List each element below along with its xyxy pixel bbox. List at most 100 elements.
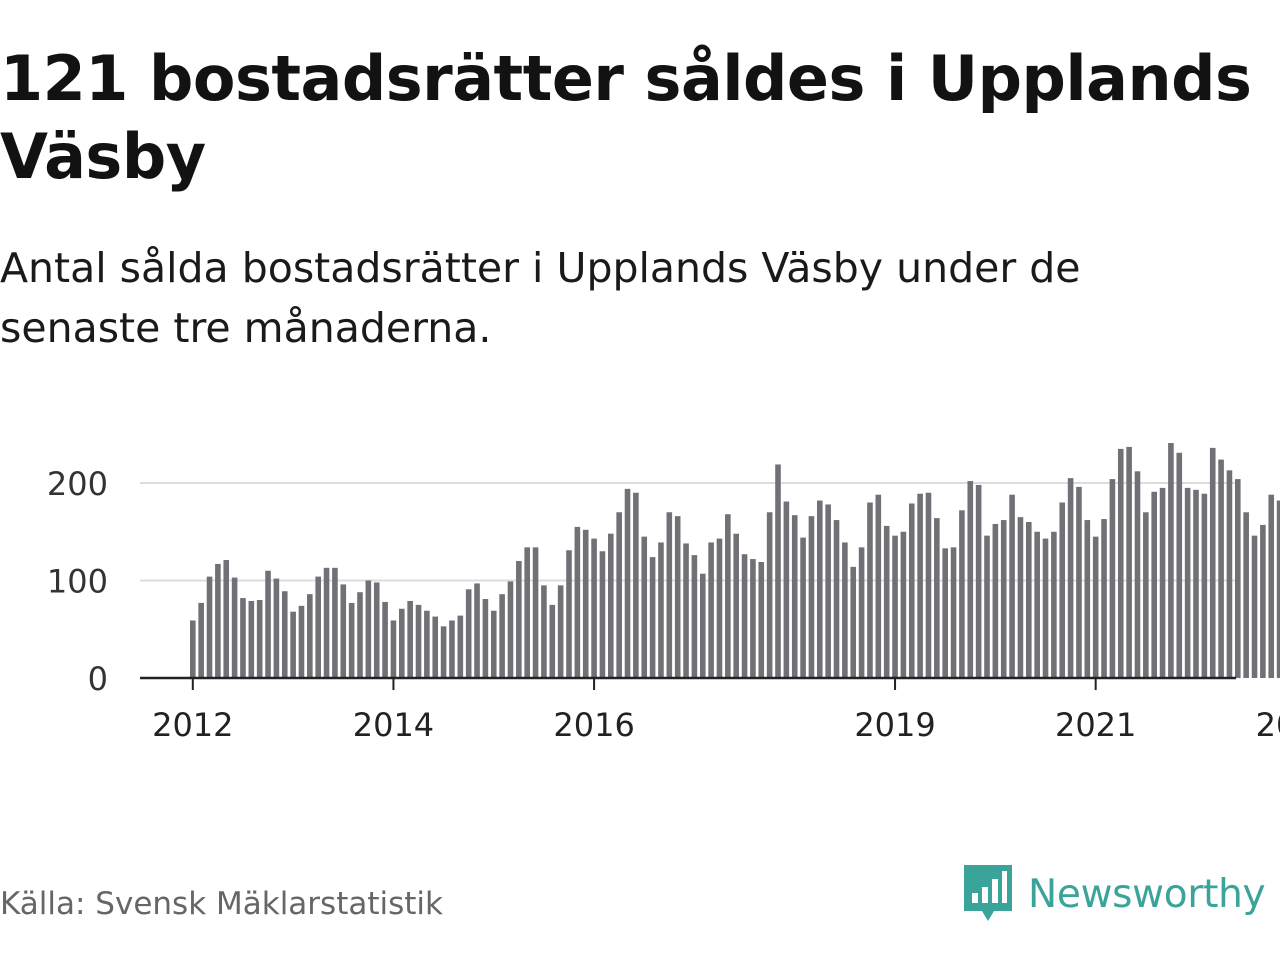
- bar: [683, 543, 689, 678]
- bar: [641, 536, 648, 679]
- bar: [975, 484, 982, 678]
- bar: [833, 520, 840, 678]
- bar: [332, 567, 338, 678]
- bar: [1051, 531, 1057, 678]
- bar: [307, 594, 313, 678]
- bar: [215, 563, 221, 679]
- bar: [925, 492, 932, 678]
- bar: [449, 620, 455, 678]
- bar: [357, 592, 363, 678]
- x-tick-label: 2019: [854, 706, 935, 744]
- bar: [524, 547, 530, 678]
- bar: [507, 581, 514, 678]
- bar: [708, 542, 714, 678]
- bar: [967, 481, 974, 678]
- bar: [808, 516, 815, 678]
- bar: [942, 548, 948, 678]
- bar: [1218, 459, 1224, 678]
- bar: [382, 601, 388, 678]
- bar: [1143, 512, 1149, 678]
- chart-subtitle: Antal sålda bostadsrätter i Upplands Väs…: [0, 244, 1081, 352]
- bar: [482, 599, 489, 678]
- bar: [365, 580, 372, 678]
- x-tick-label: 2014: [353, 706, 434, 744]
- bar: [1126, 446, 1132, 678]
- bar: [674, 516, 681, 678]
- bar: [1176, 452, 1183, 678]
- bar: [766, 512, 773, 678]
- bar: [273, 578, 280, 678]
- bar: [231, 577, 238, 678]
- bar: [1034, 531, 1040, 678]
- bar: [908, 503, 915, 678]
- bar: [532, 547, 539, 678]
- bar: [608, 533, 614, 678]
- source-note: Källa: Svensk Mäklarstatistik: [0, 886, 443, 922]
- bar: [315, 576, 321, 678]
- bar: [950, 547, 957, 678]
- bar: [1226, 470, 1233, 678]
- bar: [984, 535, 990, 678]
- bar: [490, 610, 497, 678]
- y-tick-label: 0: [88, 660, 108, 698]
- bar: [1026, 522, 1032, 678]
- bar: [775, 464, 781, 678]
- bar: [407, 600, 413, 678]
- bar: [858, 547, 865, 678]
- bar: [465, 589, 472, 678]
- bar: [1184, 487, 1191, 679]
- bar: [190, 620, 196, 678]
- bar: [1000, 520, 1007, 678]
- x-tick-label: 2012: [152, 706, 233, 744]
- bar: [649, 557, 656, 678]
- bar: [499, 594, 505, 678]
- bar: [373, 582, 380, 678]
- bar: [1268, 494, 1275, 678]
- bar: [474, 583, 480, 679]
- bar: [265, 570, 271, 678]
- bar: [733, 533, 739, 678]
- bar: [875, 494, 882, 678]
- bar: [1201, 493, 1208, 678]
- bar: [934, 518, 940, 678]
- bar: [699, 573, 706, 679]
- chart-title: 121 bostadsrätter såldes i Upplands Väsb…: [0, 42, 1252, 193]
- bar: [348, 602, 355, 679]
- bar: [281, 591, 288, 678]
- bar: [290, 611, 296, 678]
- bar: [516, 561, 522, 678]
- bar: [432, 616, 439, 678]
- bar: [791, 515, 798, 678]
- bar: [1168, 443, 1174, 678]
- bar: [248, 600, 255, 678]
- bar: [240, 598, 246, 678]
- bar: [783, 501, 790, 678]
- bar: [591, 538, 597, 678]
- bar: [440, 626, 447, 678]
- bar: [1009, 494, 1015, 678]
- bar: [1017, 517, 1024, 679]
- bar: [457, 615, 464, 678]
- bar: [1117, 448, 1124, 679]
- x-tick-label: 2016: [553, 706, 634, 744]
- brand[interactable]: Newsworthy: [962, 862, 1266, 926]
- bar: [867, 502, 873, 678]
- bar: [758, 561, 765, 678]
- bar: [390, 620, 397, 678]
- x-tick-label: 2021: [1055, 706, 1136, 744]
- bar: [666, 512, 673, 678]
- bar: [691, 555, 698, 678]
- bar: [340, 584, 347, 678]
- bar: [1151, 491, 1157, 678]
- bar: [1084, 520, 1091, 678]
- bar: [883, 525, 890, 678]
- bar: [557, 585, 564, 679]
- bar: [1109, 479, 1116, 678]
- bar: [725, 514, 731, 678]
- bar: [658, 542, 664, 678]
- bar: [992, 523, 999, 678]
- bar: [415, 604, 422, 679]
- bar: [198, 602, 204, 679]
- bar: [549, 604, 556, 679]
- y-tick-label: 200: [47, 465, 108, 503]
